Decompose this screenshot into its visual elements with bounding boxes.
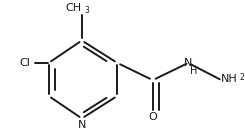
Text: Cl: Cl bbox=[19, 58, 30, 68]
Text: O: O bbox=[148, 112, 157, 122]
Text: H: H bbox=[190, 66, 198, 76]
Text: CH: CH bbox=[66, 3, 82, 13]
Text: NH: NH bbox=[221, 74, 238, 84]
Text: N: N bbox=[78, 120, 86, 130]
Text: N: N bbox=[184, 58, 192, 68]
Text: 2: 2 bbox=[239, 73, 244, 82]
Text: 3: 3 bbox=[84, 6, 89, 15]
